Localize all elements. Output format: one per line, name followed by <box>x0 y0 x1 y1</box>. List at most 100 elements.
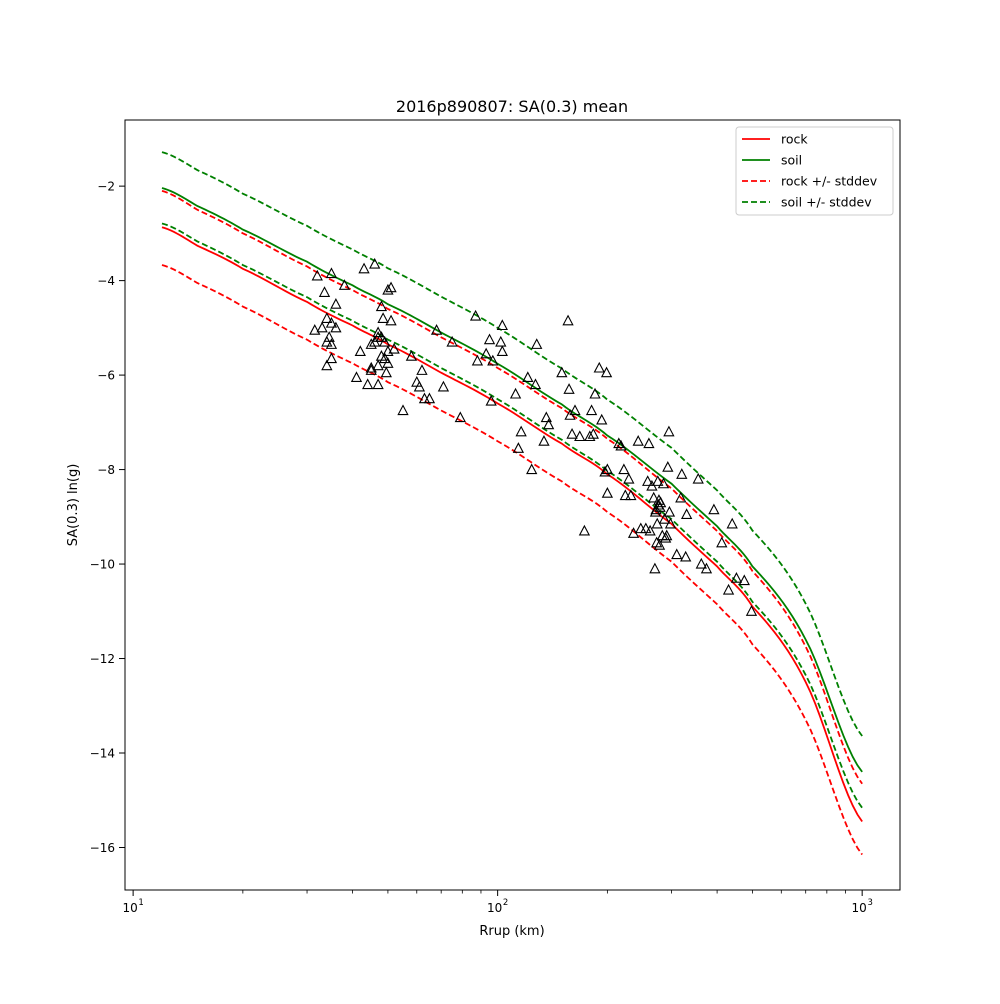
y-tick-label-1: −4 <box>97 274 115 288</box>
x-tick-exponent-1: 2 <box>503 898 508 908</box>
observation-point-57 <box>487 354 499 366</box>
observation-point-129 <box>692 472 704 484</box>
observation-point-68 <box>538 435 550 446</box>
observation-point-33 <box>382 357 394 368</box>
plot-frame <box>124 119 901 891</box>
observation-point-50 <box>446 335 458 347</box>
legend-label-3: soil +/- stddev <box>781 195 872 210</box>
observation-point-100 <box>643 437 655 449</box>
observation-point-67 <box>531 338 543 349</box>
observation-point-103 <box>648 491 660 503</box>
observation-point-41 <box>397 404 409 416</box>
legend-label-1: soil <box>781 153 802 168</box>
observation-point-6 <box>325 267 338 279</box>
x-tick-label-2: 10 <box>852 901 867 915</box>
observation-point-72 <box>562 314 574 326</box>
y-tick-label-2: −6 <box>97 369 115 383</box>
observation-point-87 <box>601 487 614 498</box>
observation-point-128 <box>680 508 693 519</box>
observation-point-71 <box>556 366 568 378</box>
observation-point-66 <box>529 378 542 390</box>
observation-point-2 <box>318 286 331 297</box>
observation-point-137 <box>738 574 750 586</box>
observation-point-99 <box>642 475 654 486</box>
plot-area <box>161 151 863 856</box>
observation-point-62 <box>512 442 525 453</box>
observation-point-26 <box>375 300 388 312</box>
observation-point-134 <box>722 583 735 595</box>
observation-point-123 <box>664 517 677 529</box>
observation-point-135 <box>726 517 738 529</box>
observation-point-51 <box>454 411 466 423</box>
observation-point-121 <box>663 425 675 437</box>
series-line-4 <box>161 151 863 737</box>
series-line-3 <box>161 264 863 856</box>
observation-point-94 <box>625 489 637 501</box>
observation-point-88 <box>601 463 614 475</box>
x-axis-label: Rrup (km) <box>479 924 544 939</box>
observation-point-1 <box>316 321 328 333</box>
observation-point-39 <box>365 361 377 373</box>
observation-point-11 <box>330 321 342 333</box>
y-tick-label-6: −14 <box>90 747 115 761</box>
observation-point-52 <box>469 309 482 321</box>
observation-point-98 <box>640 522 652 534</box>
observation-point-91 <box>618 463 630 475</box>
observation-point-119 <box>661 529 673 541</box>
observation-point-37 <box>385 281 397 293</box>
x-tick-label-0: 10 <box>122 901 137 915</box>
observation-point-96 <box>632 435 644 446</box>
observation-point-29 <box>377 312 389 323</box>
observation-point-133 <box>716 536 728 548</box>
observation-point-47 <box>423 392 436 404</box>
observation-point-54 <box>480 347 492 359</box>
observation-point-59 <box>496 319 508 331</box>
observation-point-24 <box>372 359 384 371</box>
observation-point-104 <box>649 562 661 574</box>
observation-point-86 <box>600 366 613 378</box>
observation-point-132 <box>708 503 720 515</box>
observation-point-78 <box>578 524 591 536</box>
observation-point-127 <box>680 550 692 562</box>
observation-point-114 <box>654 496 667 508</box>
observation-point-3 <box>321 359 333 371</box>
observation-point-18 <box>362 378 374 390</box>
y-tick-label-5: −12 <box>90 652 115 666</box>
observation-point-4 <box>321 312 333 323</box>
y-axis-label: SA(0.3) ln(g) <box>66 464 81 547</box>
observation-point-15 <box>350 371 363 383</box>
observation-point-56 <box>485 394 497 406</box>
observation-point-12 <box>309 324 321 335</box>
observation-point-36 <box>385 314 397 326</box>
observation-point-90 <box>615 439 627 451</box>
observation-point-93 <box>623 472 635 484</box>
observation-point-80 <box>585 404 598 416</box>
observation-point-16 <box>354 345 366 357</box>
observation-point-10 <box>330 298 342 309</box>
observation-point-63 <box>515 425 527 437</box>
legend-label-2: rock +/- stddev <box>781 174 878 189</box>
chart-title: 2016p890807: SA(0.3) mean <box>396 97 628 116</box>
observation-point-76 <box>569 404 581 416</box>
observation-point-126 <box>676 468 688 479</box>
observation-point-116 <box>657 477 670 489</box>
observation-point-17 <box>358 262 370 274</box>
y-tick-label-0: −2 <box>97 180 115 194</box>
observation-point-42 <box>405 350 418 361</box>
observation-point-23 <box>372 326 384 338</box>
observation-point-25 <box>372 378 384 390</box>
series-line-0 <box>161 226 863 823</box>
legend: rock soil rock +/- stddev soil +/- stddev <box>735 126 894 216</box>
observation-point-38 <box>388 342 400 354</box>
observation-point-120 <box>662 461 674 472</box>
axes: 10 1 10 2 10 3−2−4−6−8−10−12−14−16 <box>90 180 873 915</box>
observation-point-8 <box>325 338 338 349</box>
observation-point-117 <box>658 512 671 524</box>
observation-point-21 <box>369 257 381 269</box>
observation-point-31 <box>379 352 391 364</box>
observation-point-81 <box>587 427 599 439</box>
series-line-1 <box>161 187 863 773</box>
legend-box <box>735 126 894 216</box>
